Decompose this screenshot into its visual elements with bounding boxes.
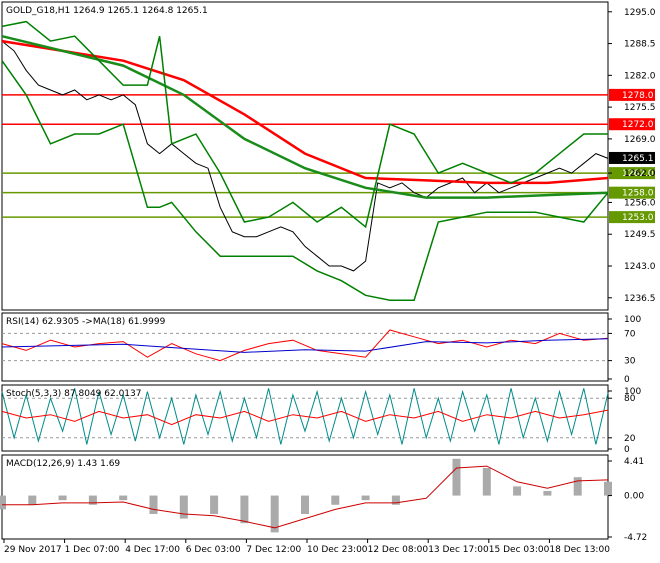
- x-tick-label: 12 Dec 08:00: [368, 545, 429, 555]
- level-tag: [609, 88, 655, 101]
- price-series-close: [1, 40, 609, 272]
- level-tag: [609, 211, 655, 224]
- x-tick-label: 1 Dec 07:00: [65, 545, 120, 555]
- macd-bar: [88, 495, 97, 505]
- rsi-title: RSI(14) 62.9305 ->MA(18) 61.9999: [6, 317, 166, 327]
- x-tick-label: 7 Dec 12:00: [246, 545, 301, 555]
- x-tick-label: 10 Dec 23:00: [307, 545, 368, 555]
- stochastic-tick-label: 80: [624, 394, 636, 404]
- price-levels: 1278.0 1272.0 1262.0 1258.0 1253.0 1265.1: [2, 88, 655, 224]
- macd-bar: [452, 458, 461, 496]
- price-tick-label: 1275.5: [624, 103, 656, 113]
- y-axes: 1295.0 1288.5 1282.0 1275.5 1269.0 1262.0 1256…: [608, 8, 656, 543]
- macd-bar: [149, 495, 158, 514]
- level-label: 1272.0: [622, 120, 654, 130]
- macd-tick-label: 0.00: [624, 492, 644, 502]
- macd-bar: [179, 495, 188, 519]
- price-series-ma-long-green: [1, 34, 609, 199]
- x-tick-label: 15 Dec 03:00: [489, 545, 550, 555]
- stochastic-tick-label: 100: [624, 387, 641, 397]
- rsi-series-rsi: [1, 329, 609, 362]
- rsi-series: [1, 329, 609, 362]
- price-panel: [1, 1, 609, 311]
- level-label: 1262.0: [622, 169, 654, 179]
- level-label: 1253.0: [622, 213, 654, 223]
- price-tick-label: 1256.0: [624, 198, 656, 208]
- macd-signal-line: [2, 465, 609, 529]
- macd-bar: [301, 495, 309, 514]
- level-tag: [609, 118, 655, 131]
- x-tick-label: 4 Dec 17:00: [125, 545, 180, 555]
- macd-bar: [210, 495, 219, 514]
- macd-bar: [482, 467, 491, 496]
- price-title: GOLD_G18,H1 1264.9 1265.1 1264.8 1265.1: [6, 6, 208, 16]
- level-label: 1278.0: [622, 91, 654, 101]
- macd-bar: [513, 486, 522, 496]
- macd-bar: [0, 495, 6, 510]
- price-tick-label: 1288.5: [624, 40, 656, 50]
- macd-series: [0, 458, 612, 533]
- stochastic-series-signal: [1, 409, 609, 426]
- rsi-series-rsi-ma: [1, 338, 609, 353]
- macd-bar: [331, 495, 340, 505]
- macd-bar: [573, 477, 582, 496]
- price-tick-label: 1262.0: [624, 169, 656, 179]
- x-tick-label: 13 Dec 17:00: [428, 545, 489, 555]
- price-tick-label: 1249.5: [624, 230, 656, 240]
- macd-bar: [28, 495, 37, 505]
- price-series: [1, 20, 609, 301]
- x-tick-label: 29 Nov 2017: [4, 545, 62, 555]
- x-tick-label: 6 Dec 03:00: [186, 545, 241, 555]
- macd-bar: [391, 495, 400, 505]
- x-axis: 29 Nov 2017 1 Dec 07:00 4 Dec 17:00 6 Dec 0…: [3, 539, 610, 555]
- price-tick-label: 1269.0: [624, 135, 656, 145]
- rsi-tick-label: 30: [624, 357, 636, 367]
- macd-bar: [240, 495, 249, 524]
- price-series-band-lower: [1, 60, 609, 301]
- price-tick-label: 1243.0: [624, 262, 656, 272]
- macd-bar: [604, 481, 612, 496]
- macd-bar: [58, 495, 67, 501]
- macd-bar: [270, 495, 279, 533]
- macd-tick-label: 4.41: [624, 457, 644, 467]
- stoch-panel: [1, 384, 609, 452]
- level-tag: [609, 167, 655, 180]
- stoch-title: Stoch(5,3,3) 87.8049 62.0137: [6, 389, 141, 399]
- rsi-tick-label: 70: [624, 329, 636, 339]
- stoch-series: [1, 388, 609, 445]
- price-tick-label: 1295.0: [624, 8, 656, 18]
- price-tick-label: 1282.0: [624, 71, 656, 81]
- level-label: 1258.0: [622, 189, 654, 199]
- macd-bar: [119, 495, 128, 501]
- stochastic-tick-label: 20: [624, 434, 636, 444]
- stochastic-tick-label: 0: [624, 445, 630, 455]
- macd-title: MACD(12,26,9) 1.43 1.69: [6, 459, 120, 469]
- stochastic-series-main: [1, 388, 609, 445]
- last-price-tag: [609, 151, 655, 164]
- macd-tick-label: -4.72: [624, 533, 647, 543]
- price-series-band-upper: [1, 20, 608, 229]
- macd-bar: [543, 490, 552, 496]
- x-tick-label: 18 Dec 13:00: [549, 545, 610, 555]
- rsi-tick-label: 0: [624, 375, 630, 385]
- price-series-ma-long-red: [1, 39, 609, 185]
- rsi-tick-label: 100: [624, 315, 641, 325]
- macd-bar: [361, 495, 370, 501]
- price-tick-label: 1236.5: [624, 294, 656, 304]
- level-tag: [609, 186, 655, 199]
- last-price-label: 1265.1: [622, 154, 654, 164]
